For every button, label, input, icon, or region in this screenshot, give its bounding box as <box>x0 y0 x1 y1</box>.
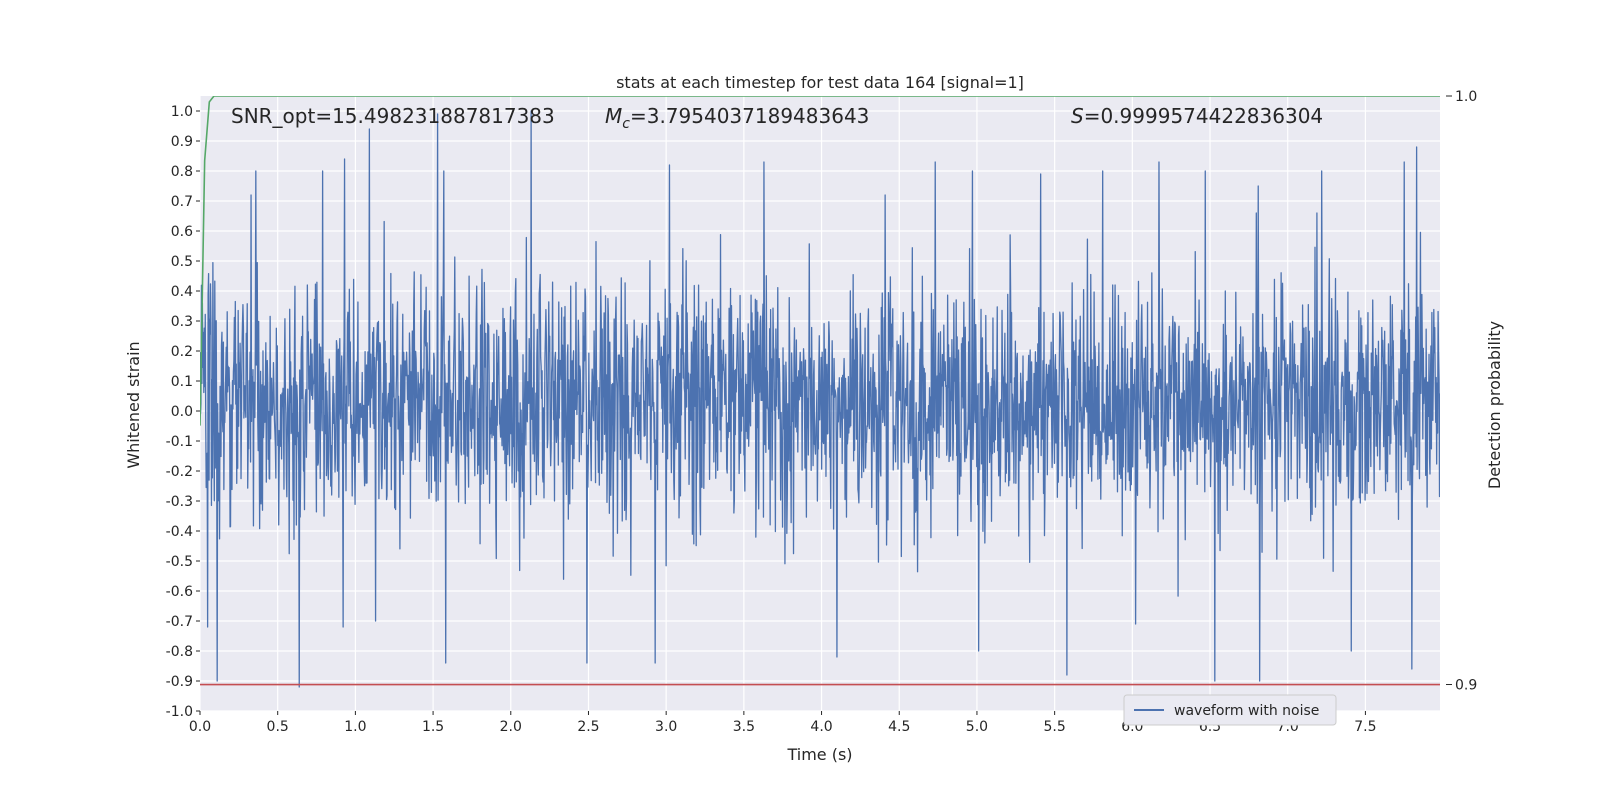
x-tick-label: 4.0 <box>810 719 832 735</box>
y-tick-label: 0.6 <box>171 224 193 240</box>
legend: waveform with noise <box>1123 694 1337 726</box>
series-layer <box>200 96 1440 688</box>
x-tick-label: 0.5 <box>267 719 289 735</box>
y-tick-label: -0.5 <box>166 554 193 570</box>
y2-axis-label: Detection probability <box>1485 321 1504 489</box>
x-tick-label: 4.5 <box>888 719 910 735</box>
x-axis-ticks: 0.0 0.5 1.0 1.5 2.0 2.5 3.0 3.5 4.0 4.5 5.0 5.5 6.0 6… <box>189 711 1377 735</box>
y-tick-label: 0.8 <box>171 164 193 180</box>
y-tick-label: -0.4 <box>166 524 193 540</box>
legend-box <box>1123 694 1337 726</box>
y-tick-label: 0.4 <box>171 284 193 300</box>
y-tick-label: -0.9 <box>166 674 193 690</box>
y2-axis-ticks: 1.0 0.9 <box>1446 89 1477 694</box>
y-axis-label: Whitened strain <box>124 341 143 468</box>
x-tick-label: 7.5 <box>1354 719 1376 735</box>
x-tick-label: 3.5 <box>733 719 755 735</box>
y-tick-label: -0.8 <box>166 644 193 660</box>
y-tick-label: -0.7 <box>166 614 193 630</box>
series-detection-probability <box>200 96 1440 426</box>
y-tick-label: 0.0 <box>171 404 193 420</box>
y-tick-label: 0.3 <box>171 314 193 330</box>
y-tick-label: 1.0 <box>171 104 193 120</box>
y-tick-label: -1.0 <box>166 704 193 720</box>
x-tick-label: 5.0 <box>966 719 988 735</box>
y-tick-label: -0.6 <box>166 584 193 600</box>
y-tick-label: 0.9 <box>171 134 193 150</box>
x-tick-label: 1.5 <box>422 719 444 735</box>
y-tick-label: 0.7 <box>171 194 193 210</box>
y-tick-label: -0.2 <box>166 464 193 480</box>
x-tick-label: 2.5 <box>577 719 599 735</box>
detection-stat-annotation: S=0.9999574422836304 <box>1071 104 1323 128</box>
snr-annotation: SNR_opt=15.498231887817383 <box>231 104 555 128</box>
series-waveform-with-noise <box>200 110 1440 688</box>
y-tick-label: 0.1 <box>171 374 193 390</box>
legend-label-waveform: waveform with noise <box>1174 703 1319 719</box>
x-tick-label: 2.0 <box>500 719 522 735</box>
y-tick-label: -0.3 <box>166 494 193 510</box>
x-axis-label: Time (s) <box>786 745 852 764</box>
x-tick-label: 1.0 <box>344 719 366 735</box>
y-tick-label: -0.1 <box>166 434 193 450</box>
y-tick-label: 0.2 <box>171 344 193 360</box>
x-tick-label: 0.0 <box>189 719 211 735</box>
chirp-mass-annotation: Mc=3.7954037189483643 <box>605 104 869 132</box>
x-tick-label: 5.5 <box>1044 719 1066 735</box>
y2-tick-label: 0.9 <box>1455 678 1477 694</box>
y-axis-ticks: 1.0 0.9 0.8 0.7 0.6 0.5 0.4 0.3 0.2 0.1 0.0 -0.1 -0.… <box>166 104 200 720</box>
x-tick-label: 3.0 <box>655 719 677 735</box>
chart-title: stats at each timestep for test data 164… <box>616 73 1024 92</box>
y2-tick-label: 1.0 <box>1455 89 1477 105</box>
y-tick-label: 0.5 <box>171 254 193 270</box>
